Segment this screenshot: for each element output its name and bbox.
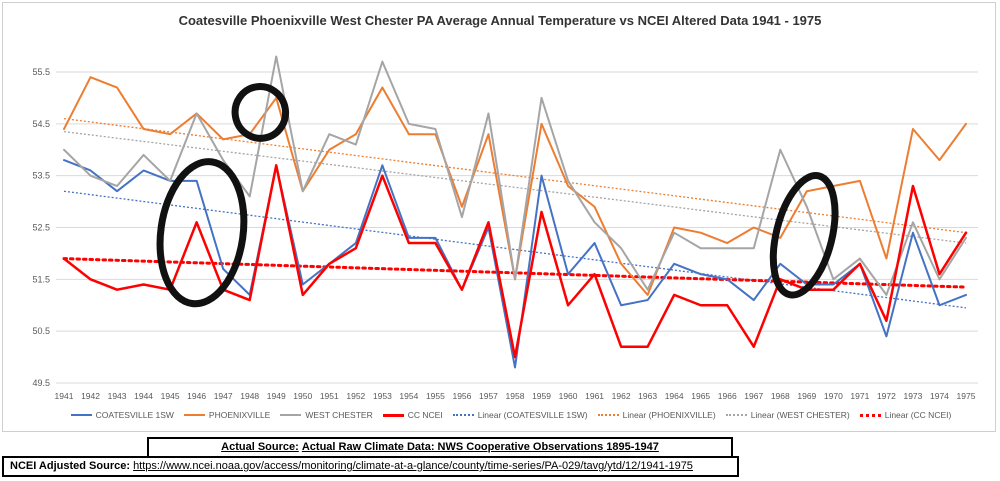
- legend-item-label: PHOENIXVILLE: [208, 410, 271, 420]
- x-axis-tick-label: 1956: [452, 391, 471, 401]
- x-axis-tick-label: 1944: [134, 391, 153, 401]
- legend-item-label: Linear (WEST CHESTER): [750, 410, 850, 420]
- hand-drawn-circle-annotation: [231, 83, 290, 142]
- x-axis-tick-label: 1961: [585, 391, 604, 401]
- legend-item-label: Linear (CC NCEI): [884, 410, 952, 420]
- legend-item-label: WEST CHESTER: [305, 410, 373, 420]
- x-axis-tick-label: 1945: [161, 391, 180, 401]
- x-axis-tick-label: 1963: [638, 391, 657, 401]
- series-line-west-chester: [63, 55, 967, 296]
- chart-frame: [2, 2, 996, 432]
- x-axis-tick-label: 1959: [532, 391, 551, 401]
- x-axis-tick-label: 1947: [214, 391, 233, 401]
- source-box-ncei: NCEI Adjusted Source: https://www.ncei.n…: [2, 456, 739, 477]
- hand-drawn-circle-annotation: [769, 172, 839, 299]
- legend-item-west-chester: WEST CHESTER: [280, 410, 373, 420]
- legend-item-label: Linear (PHOENIXVILLE): [622, 410, 716, 420]
- y-axis-tick-label: 52.5: [32, 223, 50, 233]
- trendline-linear-west-chester: [63, 130, 967, 244]
- legend-marker-icon: [70, 414, 92, 416]
- x-axis-tick-label: 1955: [426, 391, 445, 401]
- legend-item-linear-coatesville-1sw: Linear (COATESVILLE 1SW): [452, 410, 588, 420]
- x-axis-tick-label: 1960: [559, 391, 578, 401]
- x-axis-tick-label: 1968: [771, 391, 790, 401]
- legend-marker-icon: [382, 413, 404, 417]
- x-axis-tick-label: 1974: [930, 391, 949, 401]
- x-axis-tick-label: 1965: [691, 391, 710, 401]
- legend-item-linear-cc-ncei: Linear (CC NCEI): [859, 410, 952, 420]
- legend-marker-icon: [452, 414, 474, 416]
- x-axis-tick-label: 1952: [346, 391, 365, 401]
- legend-marker-icon: [183, 414, 205, 416]
- x-axis-tick-label: 1971: [850, 391, 869, 401]
- x-axis-tick-label: 1975: [957, 391, 976, 401]
- y-axis-tick-label: 50.5: [32, 326, 50, 336]
- x-axis-tick-label: 1943: [108, 391, 127, 401]
- actual-source-label: Actual Source:: [221, 441, 299, 453]
- x-axis-tick-label: 1972: [877, 391, 896, 401]
- actual-source-text: Actual Raw Climate Data: NWS Cooperative…: [301, 441, 659, 453]
- y-axis-tick-label: 51.5: [32, 274, 50, 284]
- legend-item-phoenixville: PHOENIXVILLE: [183, 410, 271, 420]
- x-axis-tick-label: 1964: [665, 391, 684, 401]
- chart-title: Coatesville Phoenixville West Chester PA…: [178, 13, 822, 28]
- x-axis-tick-label: 1967: [744, 391, 763, 401]
- x-axis-tick-label: 1953: [373, 391, 392, 401]
- legend-marker-icon: [597, 414, 619, 416]
- x-axis-tick-label: 1946: [187, 391, 206, 401]
- y-axis-tick-label: 54.5: [32, 119, 50, 129]
- legend-item-linear-west-chester: Linear (WEST CHESTER): [725, 410, 850, 420]
- x-axis-tick-label: 1950: [293, 391, 312, 401]
- ncei-source-label: NCEI Adjusted Source:: [10, 460, 130, 472]
- x-axis-tick-label: 1954: [399, 391, 418, 401]
- x-axis-tick-label: 1973: [903, 391, 922, 401]
- legend-item-label: COATESVILLE 1SW: [95, 410, 174, 420]
- legend-marker-icon: [280, 414, 302, 416]
- y-axis-tick-label: 55.5: [32, 67, 50, 77]
- y-axis-tick-label: 49.5: [32, 378, 50, 388]
- series-line-coatesville-1sw: [63, 159, 967, 369]
- trendline-linear-coatesville-1sw: [63, 190, 967, 309]
- ncei-source-url[interactable]: https://www.ncei.noaa.gov/access/monitor…: [133, 460, 693, 472]
- y-axis-tick-label: 53.5: [32, 171, 50, 181]
- series-line-cc-ncei: [62, 164, 968, 359]
- x-axis-tick-label: 1941: [55, 391, 74, 401]
- legend-item-cc-ncei: CC NCEI: [382, 410, 443, 420]
- chart-legend: COATESVILLE 1SW PHOENIXVILLE WEST CHESTER C…: [30, 410, 992, 420]
- x-axis-tick-label: 1962: [612, 391, 631, 401]
- temperature-line-chart: 49.5 50.5 51.5 52.5 53.5 54.5 55.5 1941 1942 1943…: [32, 55, 978, 401]
- legend-item-coatesville-1sw: COATESVILLE 1SW: [70, 410, 174, 420]
- x-axis-tick-label: 1949: [267, 391, 286, 401]
- legend-item-label: CC NCEI: [407, 410, 443, 420]
- trendline-linear-phoenixville: [63, 118, 967, 234]
- source-box-actual: Actual Source: Actual Raw Climate Data: …: [147, 437, 733, 458]
- x-axis-tick-label: 1948: [240, 391, 259, 401]
- x-axis-tick-label: 1969: [797, 391, 816, 401]
- x-axis-tick-label: 1966: [718, 391, 737, 401]
- x-axis-tick-label: 1942: [81, 391, 100, 401]
- x-axis-tick-label: 1970: [824, 391, 843, 401]
- x-axis-tick-label: 1951: [320, 391, 339, 401]
- legend-item-linear-phoenixville: Linear (PHOENIXVILLE): [597, 410, 716, 420]
- x-axis-tick-label: 1958: [506, 391, 525, 401]
- legend-marker-icon: [859, 413, 881, 417]
- hand-drawn-circle-annotation: [156, 158, 248, 308]
- x-axis-tick-label: 1957: [479, 391, 498, 401]
- legend-marker-icon: [725, 414, 747, 416]
- legend-item-label: Linear (COATESVILLE 1SW): [477, 410, 588, 420]
